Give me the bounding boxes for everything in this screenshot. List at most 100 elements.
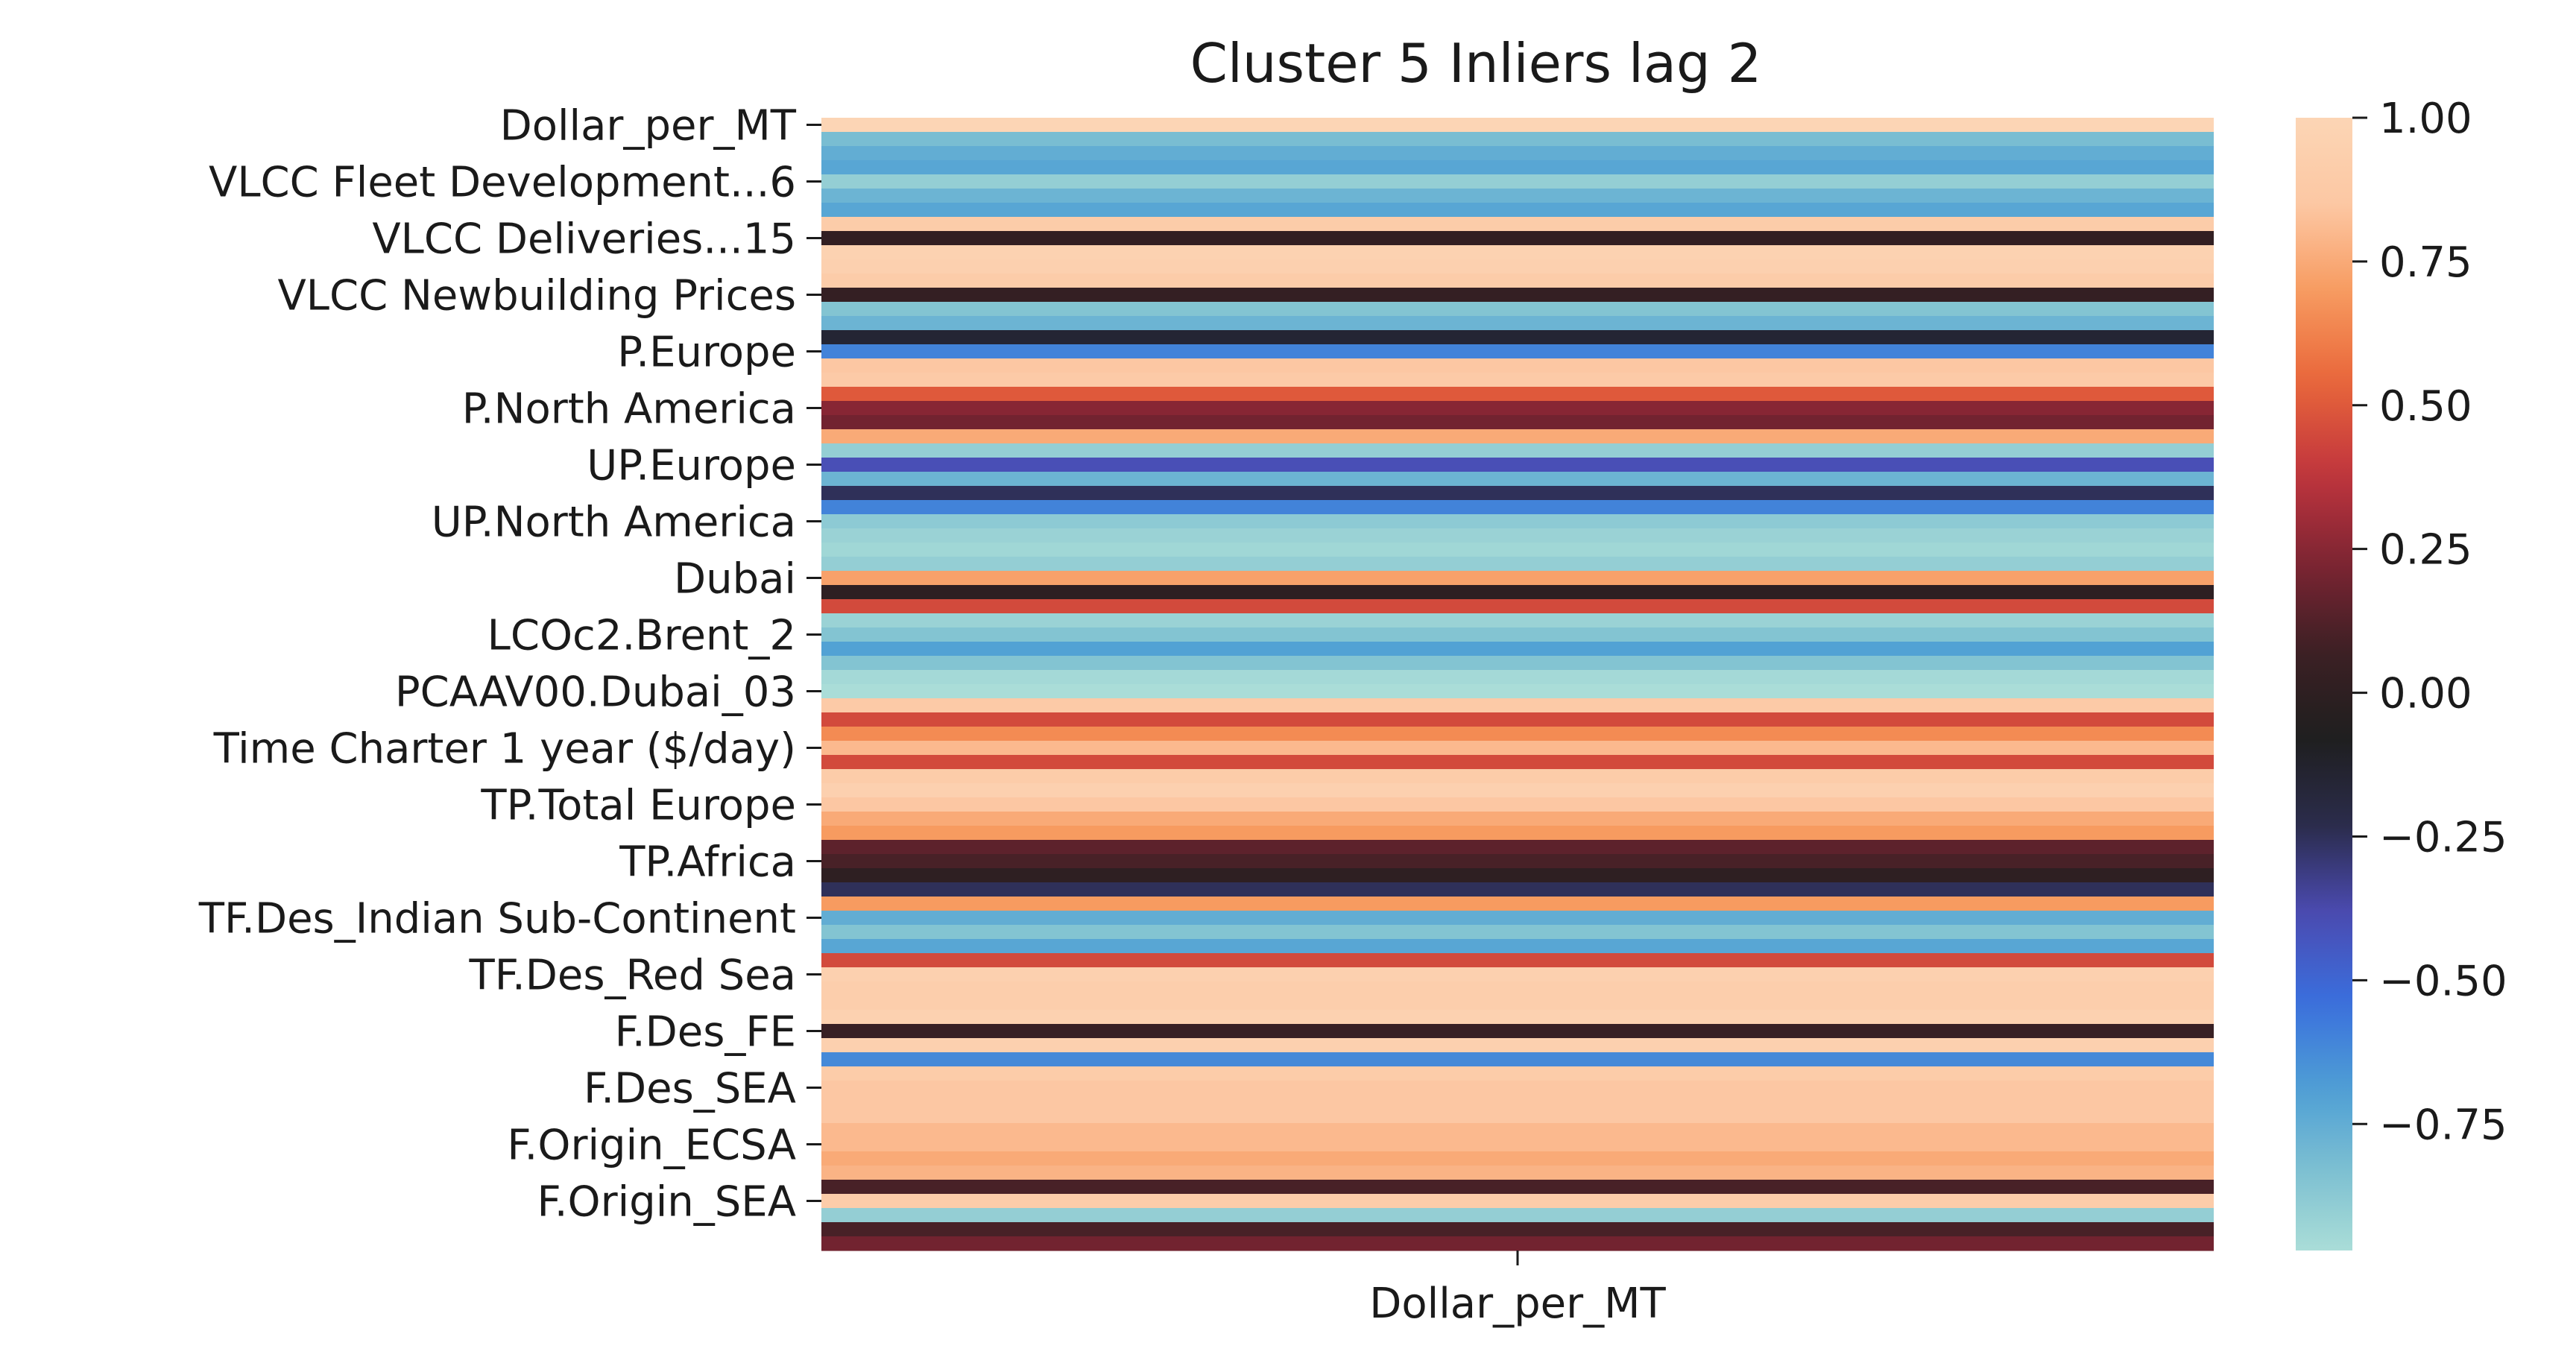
heatmap-cell	[821, 1137, 2214, 1152]
y-tick-label: Time Charter 1 year ($/day)	[213, 725, 796, 774]
heatmap-cell	[821, 1166, 2214, 1180]
heatmap-cell	[821, 288, 2214, 303]
heatmap-cell	[821, 613, 2214, 628]
heatmap-cell	[821, 712, 2214, 727]
heatmap-cell	[821, 330, 2214, 345]
colorbar-tick-label: 0.75	[2379, 238, 2472, 287]
heatmap-cell	[821, 458, 2214, 472]
heatmap-cell	[821, 925, 2214, 940]
heatmap-cell	[821, 528, 2214, 543]
heatmap-cell	[821, 840, 2214, 855]
colorbar-gradient	[2296, 118, 2352, 1250]
y-tick-label: Dollar_per_MT	[500, 102, 797, 151]
heatmap-cell	[821, 472, 2214, 487]
heatmap-cell	[821, 1123, 2214, 1138]
heatmap-cell	[821, 316, 2214, 331]
y-tick-label: UP.Europe	[587, 442, 796, 490]
heatmap-cell	[821, 358, 2214, 373]
heatmap-cell	[821, 996, 2214, 1011]
heatmap-cell	[821, 132, 2214, 147]
y-tick-label: F.Origin_SEA	[537, 1178, 796, 1227]
heatmap-cell	[821, 146, 2214, 161]
y-tick-label: VLCC Newbuilding Prices	[277, 272, 796, 320]
y-tick-label: TF.Des_Indian Sub-Continent	[198, 895, 796, 943]
heatmap-cell	[821, 118, 2214, 133]
heatmap-cell	[821, 571, 2214, 586]
heatmap-cell	[821, 698, 2214, 713]
heatmap-cell	[821, 1222, 2214, 1237]
heatmap-cell	[821, 769, 2214, 784]
heatmap-cell	[821, 897, 2214, 911]
colorbar-tick-label: −0.75	[2379, 1101, 2507, 1149]
heatmap-cell	[821, 1095, 2214, 1110]
heatmap-cell	[821, 967, 2214, 982]
y-tick-label: F.Origin_ECSA	[507, 1122, 796, 1170]
heatmap-cell	[821, 1208, 2214, 1223]
heatmap-cell	[821, 1081, 2214, 1095]
heatmap-cell	[821, 1194, 2214, 1209]
y-tick-label: Dubai	[674, 555, 796, 604]
heatmap-cell	[821, 273, 2214, 288]
heatmap-cell	[821, 797, 2214, 812]
heatmap-cell	[821, 557, 2214, 572]
heatmap-cell	[821, 203, 2214, 218]
heatmap-cell	[821, 1024, 2214, 1039]
heatmap-cell	[821, 1180, 2214, 1195]
heatmap-cell	[821, 882, 2214, 897]
heatmap-cell	[821, 981, 2214, 996]
colorbar: 1.00 0.75 0.50 0.25 0.00 −0.25 −0.50 −0.75	[2296, 95, 2507, 1250]
heatmap-cell	[821, 500, 2214, 515]
heatmap-cell	[821, 1052, 2214, 1067]
heatmap-cell	[821, 585, 2214, 600]
heatmap-cell	[821, 1010, 2214, 1025]
heatmap-cell	[821, 302, 2214, 317]
y-tick-label: LCOc2.Brent_2	[487, 612, 796, 660]
heatmap-cell	[821, 854, 2214, 869]
y-tick-label: VLCC Deliveries...15	[372, 215, 796, 264]
heatmap-cell	[821, 415, 2214, 430]
heatmap-cell	[821, 741, 2214, 756]
heatmap-cell	[821, 514, 2214, 529]
heatmap-cell	[821, 911, 2214, 926]
x-axis: Dollar_per_MT	[1369, 1250, 1666, 1328]
heatmap-cell	[821, 543, 2214, 557]
heatmap-cell	[821, 599, 2214, 614]
y-tick-label: P.Europe	[617, 329, 796, 377]
y-tick-label: TP.Total Europe	[480, 782, 796, 830]
y-tick-label: TF.Des_Red Sea	[469, 952, 796, 1000]
heatmap-cell	[821, 245, 2214, 260]
colorbar-tick-label: 0.50	[2379, 382, 2472, 431]
heatmap-cell	[821, 727, 2214, 742]
heatmap-cell	[821, 486, 2214, 501]
heatmap-cell	[821, 826, 2214, 841]
heatmap-cell	[821, 868, 2214, 883]
heatmap-cell	[821, 160, 2214, 175]
heatmap-cells	[821, 118, 2214, 1251]
y-tick-label: P.North America	[462, 385, 796, 434]
heatmap-cell	[821, 783, 2214, 798]
y-axis: Dollar_per_MT VLCC Fleet Development...6 V…	[198, 102, 821, 1227]
heatmap-cell	[821, 387, 2214, 402]
y-tick-label: F.Des_FE	[615, 1008, 796, 1057]
heatmap-cell	[821, 656, 2214, 671]
chart-title: Cluster 5 Inliers lag 2	[1190, 32, 1762, 95]
y-tick-label: PCAAV00.Dubai_03	[395, 668, 796, 717]
heatmap-cell	[821, 373, 2214, 388]
y-tick-label: VLCC Fleet Development...6	[209, 159, 796, 207]
colorbar-tick-label: 1.00	[2379, 95, 2472, 143]
colorbar-tick-label: 0.25	[2379, 526, 2472, 575]
heatmap-cell	[821, 1109, 2214, 1124]
x-tick-label: Dollar_per_MT	[1369, 1280, 1666, 1328]
heatmap-cell	[821, 1038, 2214, 1053]
colorbar-tick-label: −0.50	[2379, 957, 2507, 1005]
heatmap-cell	[821, 755, 2214, 770]
heatmap-cell	[821, 642, 2214, 657]
heatmap-cell	[821, 429, 2214, 444]
heatmap-cell	[821, 401, 2214, 416]
heatmap-cell	[821, 939, 2214, 954]
heatmap-cell	[821, 953, 2214, 968]
heatmap-cell	[821, 812, 2214, 826]
heatmap-cell	[821, 344, 2214, 359]
